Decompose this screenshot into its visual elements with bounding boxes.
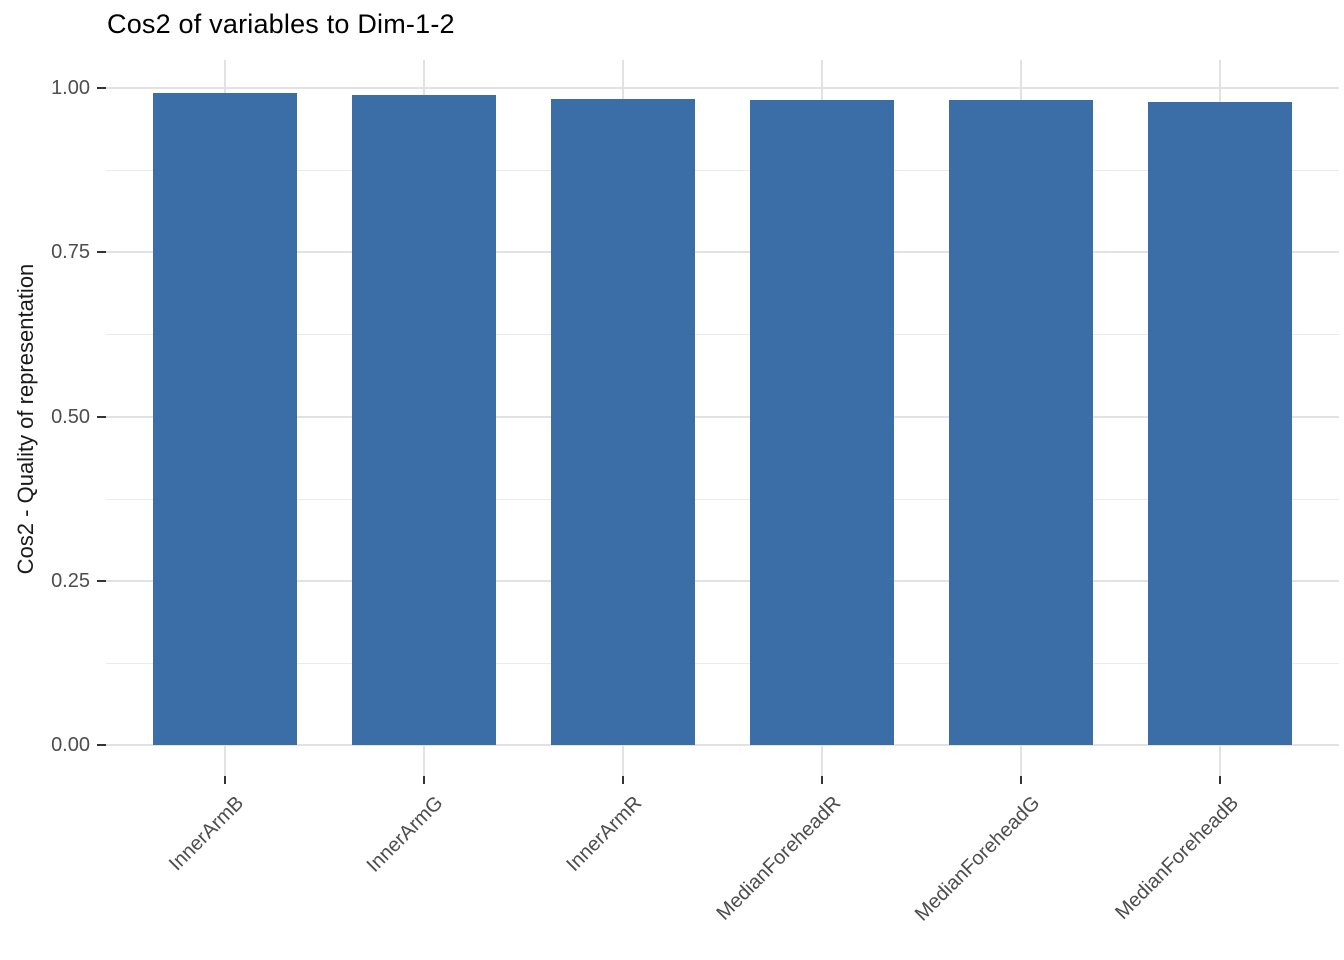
y-axis-tick [97, 744, 106, 746]
y-axis-tick [97, 415, 106, 418]
plot-panel [106, 60, 1339, 784]
x-axis-tick [821, 776, 823, 784]
bar-MedianForeheadB [1148, 102, 1292, 745]
y-axis-tick [97, 251, 106, 254]
y-axis-label: 0.75 [51, 241, 90, 264]
y-axis-label: 0.25 [51, 569, 90, 592]
y-axis-label: 1.00 [51, 77, 90, 99]
x-axis-tick [622, 776, 624, 784]
x-axis-label: InnerArmB [165, 792, 249, 876]
x-axis-label: MedianForeheadR [712, 792, 846, 925]
gridline-minor-horizontal [106, 662, 1339, 664]
bar-InnerArmB [153, 92, 297, 745]
y-axis-tick [97, 87, 106, 89]
bar-InnerArmG [352, 94, 496, 745]
x-axis-label: MedianForeheadB [1111, 792, 1244, 924]
y-axis-label: 0.50 [51, 405, 90, 428]
gridline-major-horizontal [106, 744, 1339, 746]
gridline-minor-horizontal [106, 170, 1339, 172]
x-axis-tick [1020, 776, 1022, 784]
x-axis-tick [1219, 776, 1221, 784]
y-axis-label: 0.00 [51, 734, 90, 756]
y-axis-tick [97, 579, 106, 582]
chart-title: Cos2 of variables to Dim-1-2 [107, 9, 455, 39]
x-axis-label: InnerArmG [362, 792, 448, 877]
gridline-minor-horizontal [106, 334, 1339, 336]
gridline-major-horizontal [106, 579, 1339, 582]
x-axis-tick [423, 776, 425, 784]
x-axis-label: MedianForeheadG [911, 792, 1045, 926]
gridline-major-horizontal [106, 251, 1339, 254]
x-axis-tick [224, 776, 226, 784]
bar-InnerArmR [551, 98, 695, 745]
x-axis-label: InnerArmR [562, 792, 647, 876]
gridline-major-horizontal [106, 415, 1339, 418]
bar-MedianForeheadR [750, 99, 894, 745]
gridline-major-horizontal [106, 87, 1339, 89]
gridline-minor-horizontal [106, 498, 1339, 500]
bar-MedianForeheadG [949, 99, 1093, 745]
